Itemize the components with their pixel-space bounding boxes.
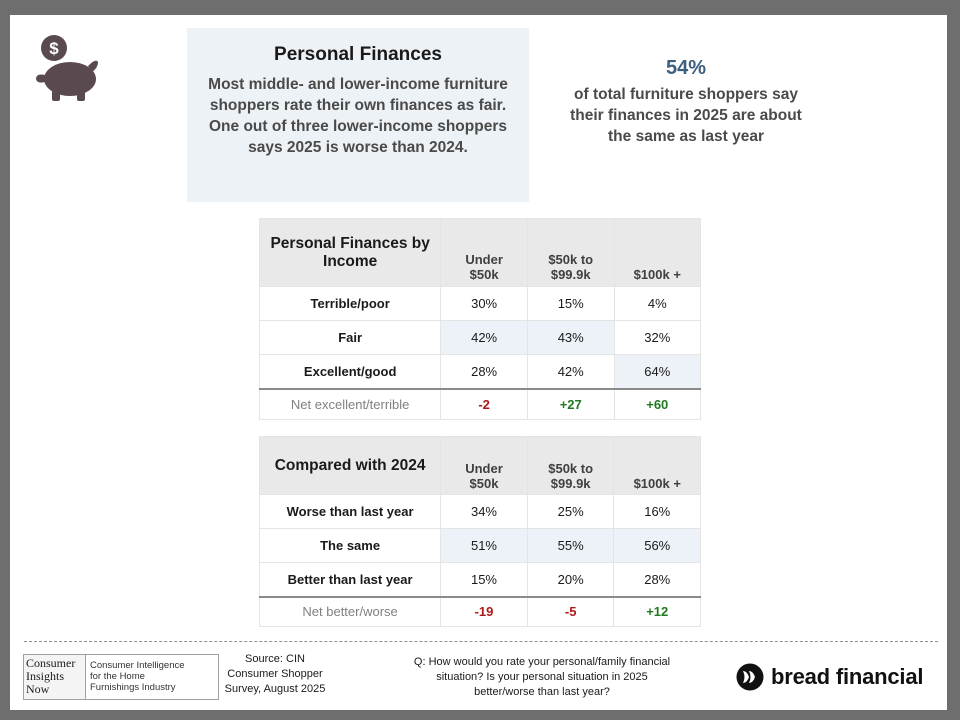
row-label: Worse than last year: [258, 494, 442, 529]
cin-logo-line: Now: [26, 682, 50, 696]
cell-value: 42%: [526, 354, 615, 389]
net-value: +60: [613, 387, 702, 420]
cin-tagline-line: Consumer Intelligence: [90, 660, 185, 671]
cin-logo-line: Consumer: [26, 656, 76, 670]
summary-text: Most middle- and lower-income furniture …: [208, 76, 508, 156]
row-label: The same: [258, 528, 442, 563]
highlight-value: 54%: [665, 57, 707, 79]
highlight-stat: 54% of total furniture shoppers say thei…: [558, 57, 814, 147]
cin-logo-wordmark: Consumer Insights Now: [24, 655, 86, 699]
net-value: +27: [526, 387, 615, 420]
slide: $ Personal Finances Most middle- and low…: [10, 15, 947, 710]
column-header: $50k to $99.9k: [526, 436, 615, 495]
piggy-bank-dollar-icon: $: [36, 35, 98, 101]
row-label: Better than last year: [258, 562, 442, 597]
net-label: Net excellent/terrible: [258, 387, 442, 420]
cell-value: 28%: [613, 562, 701, 597]
net-row: Net excellent/terrible -2 +27 +60: [258, 387, 702, 420]
table-row: Better than last year 15% 20% 28%: [258, 562, 701, 597]
cell-value: 55%: [526, 528, 615, 563]
net-value: +12: [613, 595, 701, 627]
cell-value: 4%: [613, 286, 702, 321]
cin-tagline-line: for the Home: [90, 671, 145, 682]
table-header-row: Personal Finances by Income Under $50k $…: [258, 218, 702, 287]
cin-logo-tagline: Consumer Intelligence for the Home Furni…: [86, 655, 218, 699]
net-value: -5: [526, 595, 615, 627]
column-header: $100k +: [613, 436, 701, 495]
bread-financial-logo: bread financial: [736, 662, 923, 692]
table-row: Excellent/good 28% 42% 64%: [258, 354, 702, 389]
table-row: The same 51% 55% 56%: [258, 528, 701, 563]
table-title: Compared with 2024: [258, 436, 442, 495]
bread-logo-icon: [736, 663, 764, 691]
table-header-row: Compared with 2024 Under $50k $50k to $9…: [258, 436, 701, 495]
row-label: Fair: [258, 320, 442, 355]
cin-logo-line: Insights: [26, 669, 65, 683]
row-label: Terrible/poor: [258, 286, 442, 321]
cell-value: 34%: [440, 494, 528, 529]
cell-value: 42%: [440, 320, 528, 355]
cell-value: 28%: [440, 354, 528, 389]
footer-divider: [24, 641, 938, 642]
cell-value: 16%: [613, 494, 701, 529]
summary-box: Personal Finances Most middle- and lower…: [187, 28, 529, 202]
table-row: Terrible/poor 30% 15% 4%: [258, 286, 702, 321]
cell-value: 43%: [526, 320, 615, 355]
highlight-description: of total furniture shoppers say their fi…: [570, 86, 802, 145]
row-label: Excellent/good: [258, 354, 442, 389]
column-header: Under $50k: [440, 436, 528, 495]
cin-tagline-line: Furnishings Industry: [90, 682, 176, 693]
comparison-table: Compared with 2024 Under $50k $50k to $9…: [258, 436, 701, 627]
cell-value: 30%: [440, 286, 528, 321]
net-row: Net better/worse -19 -5 +12: [258, 595, 701, 627]
page-title: Personal Finances: [274, 44, 442, 65]
net-value: -19: [440, 595, 528, 627]
cell-value: 51%: [440, 528, 528, 563]
cell-value: 20%: [526, 562, 615, 597]
column-header: Under $50k: [440, 218, 528, 287]
cell-value: 15%: [440, 562, 528, 597]
cell-value: 64%: [613, 354, 702, 389]
svg-text:$: $: [49, 39, 59, 58]
cell-value: 56%: [613, 528, 701, 563]
column-header: $50k to $99.9k: [526, 218, 615, 287]
income-table: Personal Finances by Income Under $50k $…: [258, 218, 702, 420]
table-row: Worse than last year 34% 25% 16%: [258, 494, 701, 529]
brand-name: bread financial: [771, 664, 924, 689]
survey-question: Q: How would you rate your personal/fami…: [413, 656, 671, 698]
table-title: Personal Finances by Income: [258, 218, 442, 287]
table-row: Fair 42% 43% 32%: [258, 320, 702, 355]
cell-value: 25%: [526, 494, 615, 529]
net-label: Net better/worse: [258, 595, 442, 627]
column-header: $100k +: [613, 218, 702, 287]
cin-logo: Consumer Insights Now Consumer Intellige…: [23, 654, 219, 700]
net-value: -2: [440, 387, 528, 420]
source-note: Source: CIN Consumer Shopper Survey, Aug…: [224, 653, 326, 695]
cell-value: 15%: [526, 286, 615, 321]
cell-value: 32%: [613, 320, 702, 355]
